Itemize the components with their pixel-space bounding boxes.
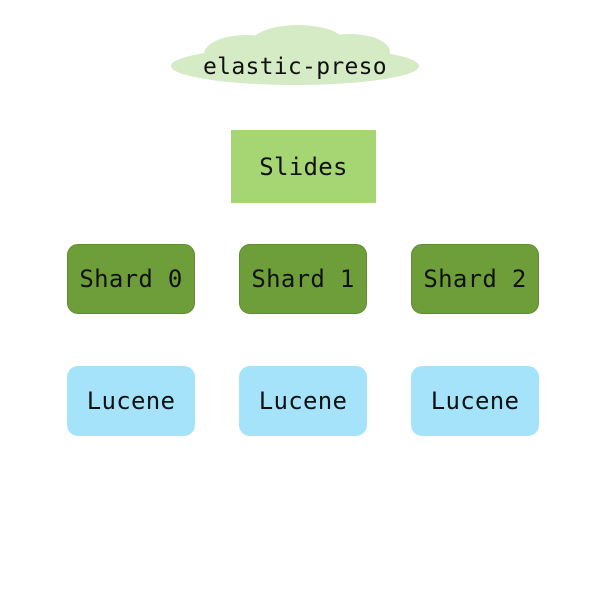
lucene-0: Lucene (67, 366, 195, 436)
shard-0: Shard 0 (67, 244, 195, 314)
shard-2: Shard 2 (411, 244, 539, 314)
lucene-2: Lucene (411, 366, 539, 436)
cluster-cloud: elastic-preso (166, 22, 424, 88)
lucene-1: Lucene (239, 366, 367, 436)
cluster-label: elastic-preso (203, 54, 387, 80)
shard-1: Shard 1 (239, 244, 367, 314)
cloud-shape (171, 25, 419, 85)
index-slides: Slides (231, 130, 376, 203)
